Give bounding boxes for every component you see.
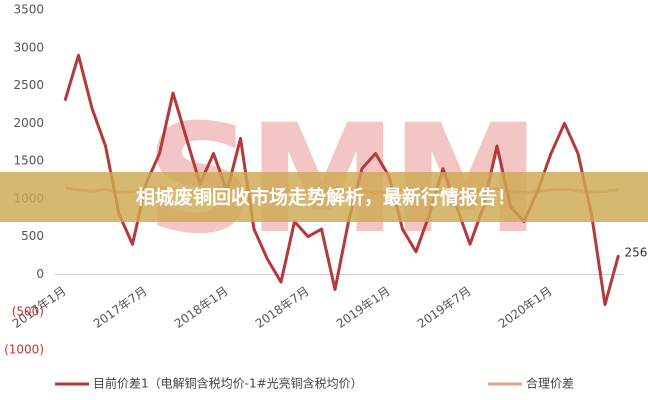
y-tick-label: (1000): [4, 343, 44, 357]
x-tick-label: 2019年7月: [415, 284, 474, 331]
x-tick-label: 2018年7月: [253, 284, 312, 331]
x-tick-label: 2020年1月: [496, 284, 555, 331]
x-tick-label: 2018年1月: [172, 284, 231, 331]
x-tick-label: 2019年1月: [334, 284, 393, 331]
y-tick-label: 3500: [13, 3, 44, 17]
y-tick-label: 3000: [13, 40, 44, 54]
legend-label: 目前价差1（电解铜含税均价-1#光亮铜含税均价）: [93, 376, 363, 391]
y-tick-label: (500): [12, 305, 44, 319]
banner-bg: [0, 172, 648, 222]
y-tick-label: 500: [21, 229, 44, 243]
y-tick-label: 2000: [13, 116, 44, 130]
x-tick-label: 2017年7月: [91, 284, 150, 331]
y-tick-label: 2500: [13, 78, 44, 92]
y-tick-label: 1500: [13, 154, 44, 168]
legend-label: 合理价差: [526, 376, 574, 391]
y-tick-label: 0: [36, 267, 44, 281]
banner-title: 相城废铜回收市场走势解析，最新行情报告！: [136, 186, 516, 209]
annotation: 256: [625, 246, 648, 260]
